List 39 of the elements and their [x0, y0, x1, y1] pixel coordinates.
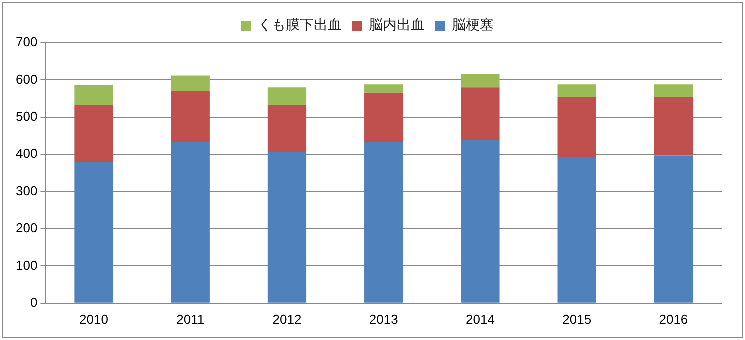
bar	[74, 85, 114, 106]
bar	[364, 142, 404, 303]
bar	[268, 88, 307, 106]
bar	[558, 84, 596, 98]
y-tick-label: 100	[16, 258, 38, 273]
bar	[268, 152, 307, 303]
x-tick-label: 2010	[80, 312, 108, 327]
x-tick-label: 2012	[272, 312, 302, 327]
bar	[654, 97, 694, 156]
y-tick-label: 600	[16, 72, 38, 87]
bar	[74, 162, 114, 303]
bar	[268, 105, 307, 152]
bar	[461, 88, 500, 140]
legend-label: 脳梗塞	[452, 18, 494, 34]
y-tick-label: 300	[16, 183, 38, 198]
x-tick-label: 2014	[466, 312, 495, 327]
bar	[654, 84, 694, 98]
bar	[74, 105, 114, 162]
bar	[171, 142, 210, 303]
y-tick-label: 500	[16, 108, 38, 124]
x-tick-label: 2016	[659, 312, 688, 327]
x-tick-label: 2015	[562, 312, 592, 327]
legend-label: 脳内出血	[369, 18, 425, 34]
y-tick-label: 200	[16, 220, 38, 236]
bar	[461, 140, 500, 303]
bar	[171, 76, 210, 92]
bar	[558, 157, 596, 303]
x-tick-label: 2013	[369, 312, 398, 327]
bar	[171, 91, 210, 142]
bar	[558, 97, 596, 158]
y-tick-label: 0	[30, 294, 38, 310]
y-tick-label: 400	[16, 146, 38, 162]
legend-label: くも膜下出血	[258, 18, 342, 34]
x-tick-label: 2011	[176, 312, 205, 327]
bar	[654, 156, 694, 303]
bar	[364, 92, 404, 142]
bar	[364, 84, 404, 93]
bar	[461, 74, 500, 88]
y-tick-label: 700	[16, 34, 38, 50]
